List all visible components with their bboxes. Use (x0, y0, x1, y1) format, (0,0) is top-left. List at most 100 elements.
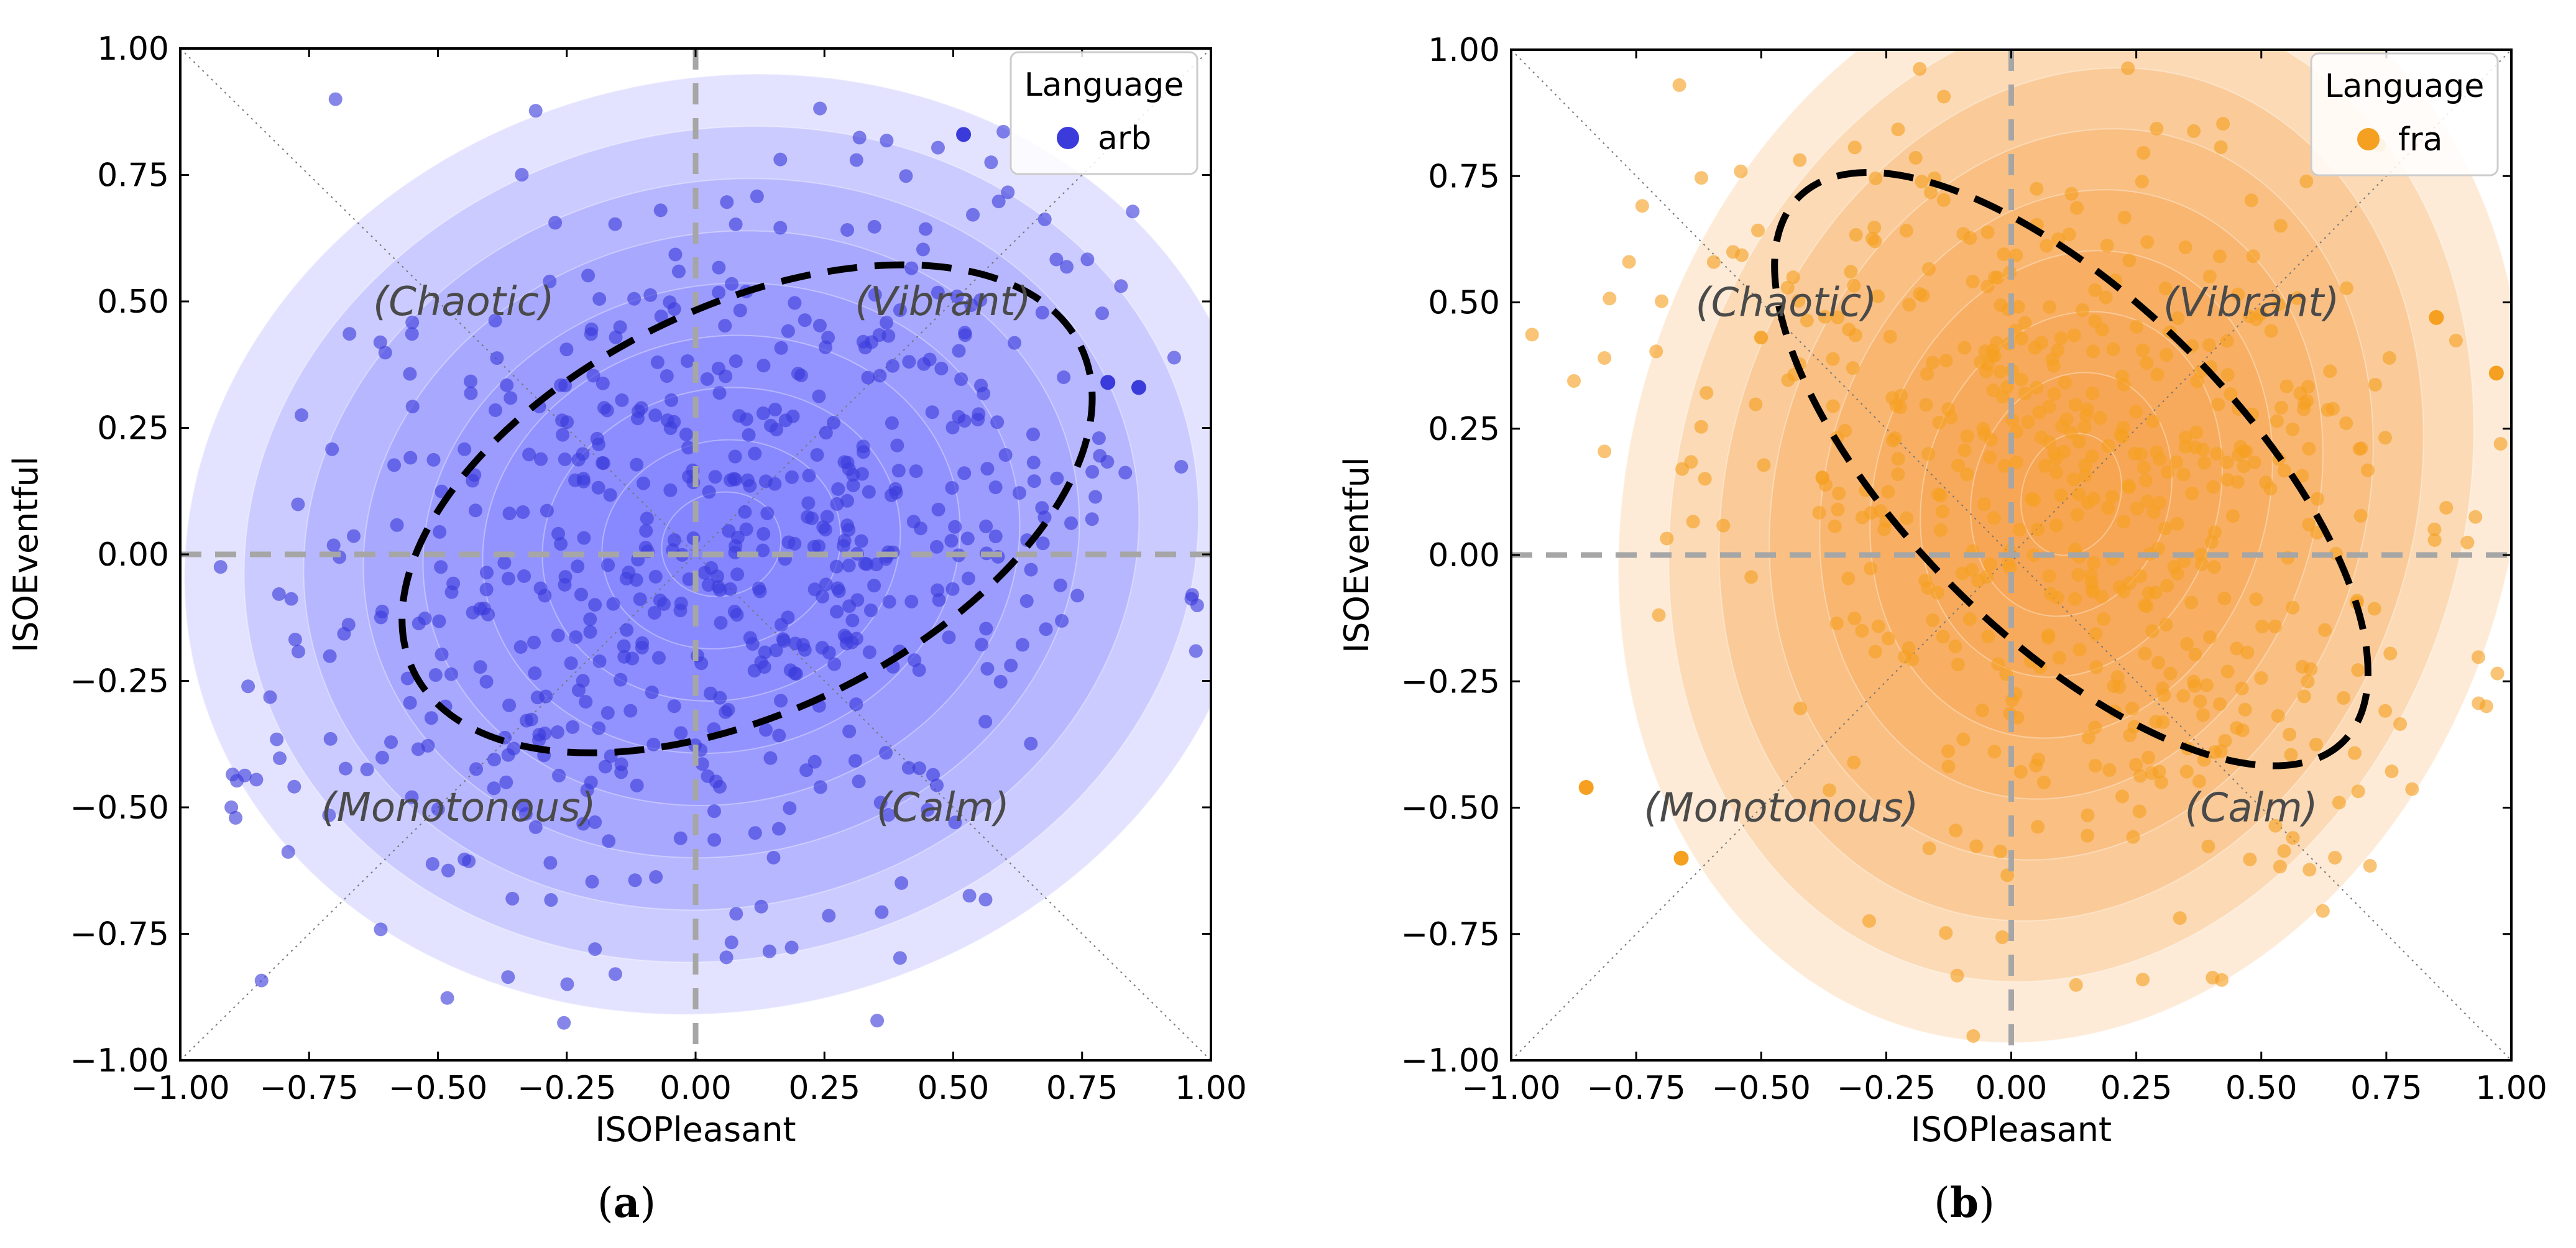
scatter-point (1826, 352, 1840, 366)
scatter-point (932, 593, 946, 607)
scatter-point (603, 488, 617, 502)
scatter-point (2316, 904, 2330, 918)
scatter-point (551, 526, 566, 541)
scatter-point (1964, 562, 1979, 577)
scatter-point (500, 378, 514, 392)
scatter-point (724, 935, 738, 950)
scatter-point (2081, 808, 2095, 822)
scatter-point (2271, 297, 2286, 311)
scatter-point (1975, 703, 1989, 717)
scatter-point (1908, 150, 1923, 165)
scatter-point (2049, 518, 2063, 533)
scatter-point (556, 428, 570, 442)
scatter-point (1949, 824, 1963, 838)
scatter-point (861, 370, 875, 385)
scatter-point (2096, 612, 2110, 626)
scatter-point (663, 295, 677, 310)
scatter-point (1862, 914, 1876, 928)
scatter-point (2202, 338, 2216, 352)
scatter-point (629, 573, 643, 587)
scatter-point (812, 318, 827, 333)
scatter-point (387, 458, 402, 472)
scatter-point (1035, 306, 1049, 320)
scatter-point (1829, 616, 1844, 630)
scatter-point (651, 651, 666, 665)
scatter-point (346, 529, 361, 543)
scatter-point (921, 803, 935, 817)
scatter-point (2235, 723, 2250, 738)
scatter-point (281, 845, 295, 859)
scatter-point (2030, 181, 2044, 196)
scatter-point (2167, 560, 2181, 574)
scatter-point (1118, 466, 1133, 480)
scatter-point (719, 369, 733, 383)
scatter-point (649, 870, 663, 884)
scatter-point (1941, 759, 1956, 774)
scatter-point (1673, 850, 1689, 866)
scatter-point (2099, 290, 2113, 305)
scatter-point (2293, 386, 2307, 400)
scatter-point (752, 581, 766, 595)
scatter-point (469, 762, 484, 776)
scatter-point (446, 576, 461, 590)
scatter-point (2393, 717, 2408, 731)
scatter-point (2301, 674, 2315, 689)
scatter-point (585, 874, 599, 889)
scatter-point (1744, 570, 1759, 584)
scatter-point (1925, 356, 1939, 370)
scatter-point (2015, 331, 2029, 346)
scatter-point (1008, 336, 1022, 350)
scatter-point (802, 469, 816, 483)
scatter-point (837, 533, 852, 548)
scatter-point (566, 720, 580, 734)
scatter-point (1015, 638, 1029, 652)
scatter-point (719, 705, 733, 719)
scatter-point (1792, 293, 1806, 308)
legend-title: Language (1024, 67, 1184, 104)
scatter-point (945, 582, 960, 596)
scatter-point (739, 522, 753, 536)
scatter-point (1831, 502, 1845, 516)
scatter-point (1826, 399, 1840, 413)
scatter-point (2274, 400, 2288, 415)
scatter-point (2339, 281, 2353, 295)
density-contour (183, 73, 1211, 1016)
scatter-point (991, 195, 1006, 209)
scatter-point (919, 222, 933, 236)
x-tick-label: −1.00 (1461, 1070, 1560, 1107)
y-tick-label: 1.00 (97, 30, 169, 68)
scatter-point (270, 732, 284, 746)
scatter-point (295, 408, 309, 422)
scatter-point (581, 268, 596, 283)
scatter-point (2085, 449, 2099, 464)
scatter-point (2246, 249, 2260, 264)
scatter-point (1114, 279, 1128, 293)
scatter-point (2078, 468, 2092, 482)
y-tick-label: −0.25 (1401, 663, 1500, 700)
scatter-point (1037, 212, 1052, 226)
scatter-point (667, 699, 681, 713)
scatter-point (846, 478, 860, 492)
scatter-point (2176, 467, 2191, 482)
scatter-point (729, 354, 743, 369)
scatter-point (1923, 185, 1938, 200)
scatter-point (2126, 830, 2140, 844)
y-tick-label: −0.50 (1401, 790, 1500, 827)
scatter-point (904, 261, 919, 275)
scatter-point (2087, 556, 2101, 571)
scatter-point (1655, 294, 1669, 308)
scatter-point (2102, 763, 2117, 777)
scatter-point (1085, 465, 1100, 479)
scatter-point (774, 341, 788, 355)
scatter-point (2353, 508, 2368, 523)
scatter-point (591, 480, 605, 495)
scatter-point (2220, 368, 2235, 382)
scatter-point (813, 101, 827, 116)
scatter-point (1598, 351, 1612, 365)
scatter-point (499, 775, 513, 789)
scatter-point (880, 316, 894, 330)
x-tick-label: 0.25 (2100, 1070, 2173, 1107)
scatter-point (608, 217, 622, 231)
scatter-point (609, 330, 623, 344)
scatter-point (1126, 204, 1140, 219)
